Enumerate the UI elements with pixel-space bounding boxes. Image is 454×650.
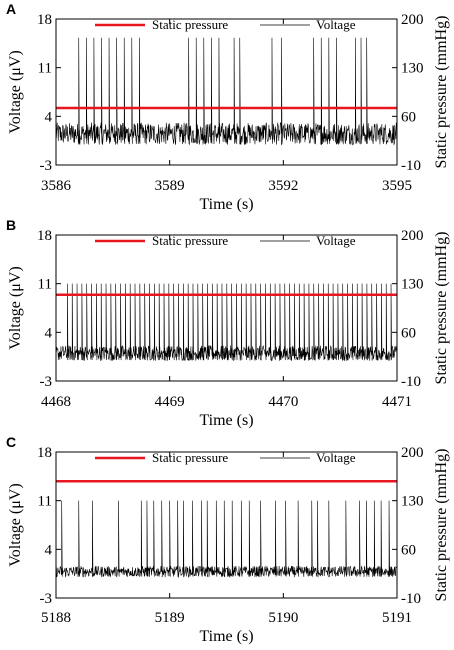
x-tick-label: 4468 bbox=[41, 394, 71, 410]
x-tick-label: 5189 bbox=[155, 610, 185, 626]
y2-tick-label: 130 bbox=[401, 277, 424, 293]
legend: Static pressure Voltage bbox=[95, 233, 356, 248]
y2-tick-label: 60 bbox=[401, 109, 416, 125]
y2-tick-label: 200 bbox=[401, 228, 424, 244]
voltage-trace bbox=[55, 283, 398, 362]
y-tick-label: 18 bbox=[37, 228, 52, 244]
y-tick-label: 11 bbox=[38, 61, 52, 77]
x-tick-label: 4469 bbox=[155, 394, 185, 410]
y-tick-label: -3 bbox=[40, 158, 53, 174]
panel-b: B 4468 4469 4470 4471 -3 4 11 18 -10 60 130 200 Time … bbox=[6, 217, 450, 429]
y2-tick-label: 130 bbox=[401, 61, 424, 77]
x-axis-label: Time (s) bbox=[199, 412, 253, 429]
y2-tick-label: 60 bbox=[401, 325, 416, 341]
y-tick-label: 11 bbox=[38, 494, 52, 510]
x-tick-label: 5188 bbox=[41, 610, 71, 626]
y2-tick-label: 130 bbox=[401, 494, 424, 510]
x-tick-label: 4471 bbox=[382, 394, 412, 410]
panel-letter: A bbox=[6, 1, 16, 17]
y-tick-label: 18 bbox=[37, 445, 52, 461]
legend-pressure-label: Static pressure bbox=[152, 450, 228, 465]
y2-tick-label: -10 bbox=[401, 374, 421, 390]
legend-pressure-label: Static pressure bbox=[152, 17, 228, 32]
y-axis-label: Voltage (μV) bbox=[7, 483, 24, 566]
y-tick-label: 11 bbox=[38, 277, 52, 293]
y-axis-label: Voltage (μV) bbox=[7, 50, 24, 133]
legend: Static pressure Voltage bbox=[95, 450, 356, 465]
y2-tick-label: 200 bbox=[401, 12, 424, 28]
plot-frame bbox=[55, 18, 398, 166]
y2-tick-label: 200 bbox=[401, 445, 424, 461]
plot-frame bbox=[55, 234, 398, 382]
legend: Static pressure Voltage bbox=[95, 17, 356, 32]
voltage-trace bbox=[55, 37, 398, 146]
legend-voltage-label: Voltage bbox=[316, 233, 356, 248]
y2-axis-label: Static pressure (mmHg) bbox=[433, 449, 450, 602]
y-tick-label: -3 bbox=[40, 591, 53, 607]
x-tick-label: 3589 bbox=[155, 178, 185, 194]
y2-tick-label: -10 bbox=[401, 591, 421, 607]
plot-frame bbox=[55, 451, 398, 599]
panel-a: A 3586 3589 3592 3595 -3 4 11 18 -10 60 130 200 Time … bbox=[6, 1, 450, 213]
y-axis-label: Voltage (μV) bbox=[7, 266, 24, 349]
x-axis-label: Time (s) bbox=[199, 196, 253, 213]
x-tick-label: 5191 bbox=[382, 610, 412, 626]
x-tick-label: 5190 bbox=[268, 610, 298, 626]
y2-tick-label: 60 bbox=[401, 542, 416, 558]
legend-voltage-label: Voltage bbox=[316, 17, 356, 32]
y-tick-label: -3 bbox=[40, 374, 53, 390]
y-tick-label: 18 bbox=[37, 12, 52, 28]
panel-letter: C bbox=[6, 434, 16, 450]
y2-axis-label: Static pressure (mmHg) bbox=[433, 16, 450, 169]
legend-voltage-label: Voltage bbox=[316, 450, 356, 465]
x-axis-label: Time (s) bbox=[199, 628, 253, 645]
y-tick-label: 4 bbox=[45, 325, 53, 341]
x-tick-label: 4470 bbox=[268, 394, 298, 410]
x-tick-label: 3592 bbox=[268, 178, 298, 194]
voltage-trace bbox=[55, 500, 398, 578]
legend-pressure-label: Static pressure bbox=[152, 233, 228, 248]
y2-axis-label: Static pressure (mmHg) bbox=[433, 232, 450, 385]
panel-letter: B bbox=[6, 217, 16, 233]
x-tick-label: 3586 bbox=[41, 178, 72, 194]
y2-tick-label: -10 bbox=[401, 158, 421, 174]
y-tick-label: 4 bbox=[45, 542, 53, 558]
panel-c: C 5188 5189 5190 5191 -3 4 11 18 -10 60 130 200 Time … bbox=[6, 434, 450, 645]
x-tick-label: 3595 bbox=[382, 178, 412, 194]
y-tick-label: 4 bbox=[45, 109, 53, 125]
